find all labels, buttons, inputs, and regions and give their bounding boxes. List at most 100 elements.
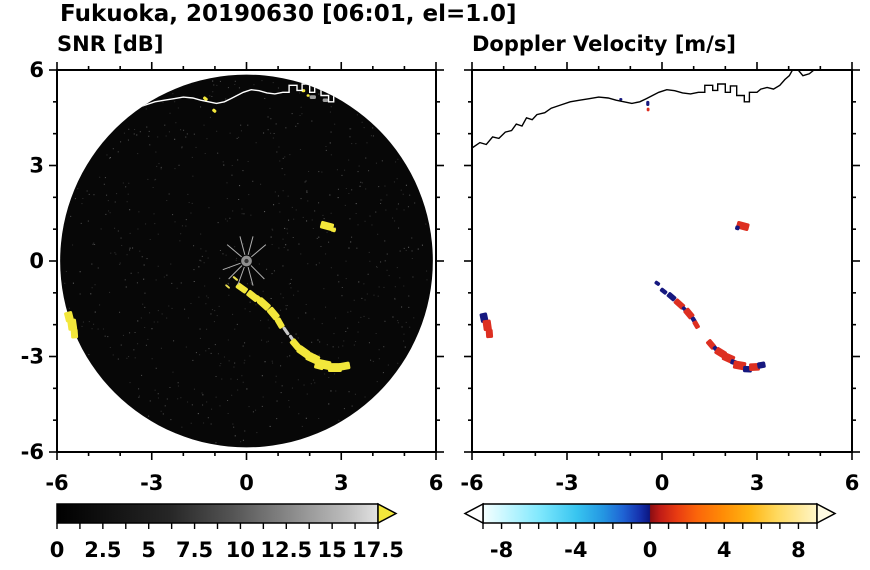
center-spoke [237,266,245,286]
colorbar-tick-label: 12.5 [260,538,312,562]
coastline-path [472,70,794,149]
radar-echo [673,298,686,310]
radar-center-mark [222,236,267,286]
radar-echo [319,220,335,232]
y-tick-label: -3 [21,345,44,369]
x-tick-label: 6 [845,471,860,495]
center-spoke [247,236,254,255]
center-core [244,258,249,264]
y-tick-label: 0 [29,249,44,273]
colorbar-tick-label: 0 [643,538,658,562]
radar-echo [305,351,321,365]
radar-echo [316,358,332,371]
axis-tick-labels: -6 -3 0 3 6 [460,471,859,495]
echo-layer [479,98,766,373]
x-tick-label: 0 [655,471,670,495]
radar-echo [327,363,342,373]
radar-echo [485,329,494,339]
radar-echo [296,345,311,359]
x-tick-label: 0 [239,471,254,495]
colorbar-tick-label: 17.5 [352,538,404,562]
figure-title: Fukuoka, 20190630 [06:01, el=1.0] [60,1,517,27]
colorbar-under-arrow [463,502,484,525]
plot-background [472,70,852,452]
colorbar-tick-labels: -8 -4 0 4 8 [490,538,806,562]
colorbar-bar [482,503,818,524]
x-tick-label: 3 [334,471,349,495]
radar-echo [659,287,668,295]
x-tick-label: -6 [460,471,483,495]
center-spoke [239,236,246,255]
colorbar-bar [56,503,379,524]
colorbar-tick-label: 8 [791,538,806,562]
x-tick-label: -6 [45,471,68,495]
radar-echo [619,98,623,101]
center-spoke [226,244,242,258]
colorbar-tick-label: 15 [318,538,347,562]
colorbar-tick-label: 0 [50,538,65,562]
doppler-velocity-panel: -6 -3 0 3 6 [460,62,860,495]
coastline-layer [472,70,815,149]
radar-echo [306,94,310,97]
radar-echo [203,96,208,101]
echo-layer [64,89,351,373]
doppler-panel-title: Doppler Velocity [m/s] [472,32,736,56]
x-tick-label: 3 [750,471,765,495]
radar-echo [330,227,337,233]
y-tick-label: 3 [29,154,44,178]
radar-echo [225,284,230,289]
scan-noise [70,80,416,444]
radar-echo [646,100,650,106]
colorbar-ticks [482,523,818,529]
radar-echo [646,107,650,112]
center-spoke [250,265,265,280]
radar-echo [67,318,78,331]
snr-panel: -6 -3 0 3 6 -6 -3 0 3 6 [21,58,444,495]
axis-tick-labels: -6 -3 0 3 6 -6 -3 0 3 6 [21,58,444,495]
center-spoke [228,265,243,280]
radar-echo [212,108,217,113]
radar-echo [309,95,316,100]
radar-echo [232,276,239,281]
radar-echo [235,282,248,294]
colorbar-tick-label: 7.5 [176,538,213,562]
radar-echo [732,360,747,371]
radar-echo [282,326,290,336]
y-tick-label: -6 [21,440,44,464]
coastline-path [797,70,815,77]
radar-echo [654,280,661,286]
colorbar-tick-label: -4 [564,538,587,562]
colorbar-tick-label: 10 [226,538,255,562]
x-tick-label: -3 [555,471,578,495]
y-tick-label: 6 [29,58,44,82]
colorbar-over-arrow [377,502,398,525]
center-spoke [222,262,241,271]
x-tick-label: -3 [140,471,163,495]
radar-echo [482,319,492,332]
colorbar-tick-label: 5 [141,538,156,562]
radar-echo [683,307,695,320]
colorbar-ticks [56,523,379,529]
radar-echo [322,98,329,102]
radar-echo [266,306,280,321]
radar-echo [757,361,766,369]
scan-noise [64,80,428,443]
colorbar-tick-labels: 0 2.5 5 7.5 10 12.5 15 17.5 [50,538,404,562]
axis-ticks [49,62,444,460]
colorbar-over-arrow [816,502,837,525]
radar-echo [257,297,271,311]
colorbar-tick-label: 4 [717,538,732,562]
radar-echo [274,317,285,329]
radar-echo [70,328,79,339]
colorbar-tick-label: -8 [490,538,513,562]
radar-echo [289,338,302,351]
scan-noise [72,80,423,441]
snr-panel-title: SNR [dB] [57,32,164,56]
doppler-colorbar: -8 -4 0 4 8 [463,502,837,562]
axis-ticks [464,62,860,460]
center-spoke [247,267,254,286]
radar-echo [735,225,740,231]
x-tick-label: 6 [429,471,444,495]
